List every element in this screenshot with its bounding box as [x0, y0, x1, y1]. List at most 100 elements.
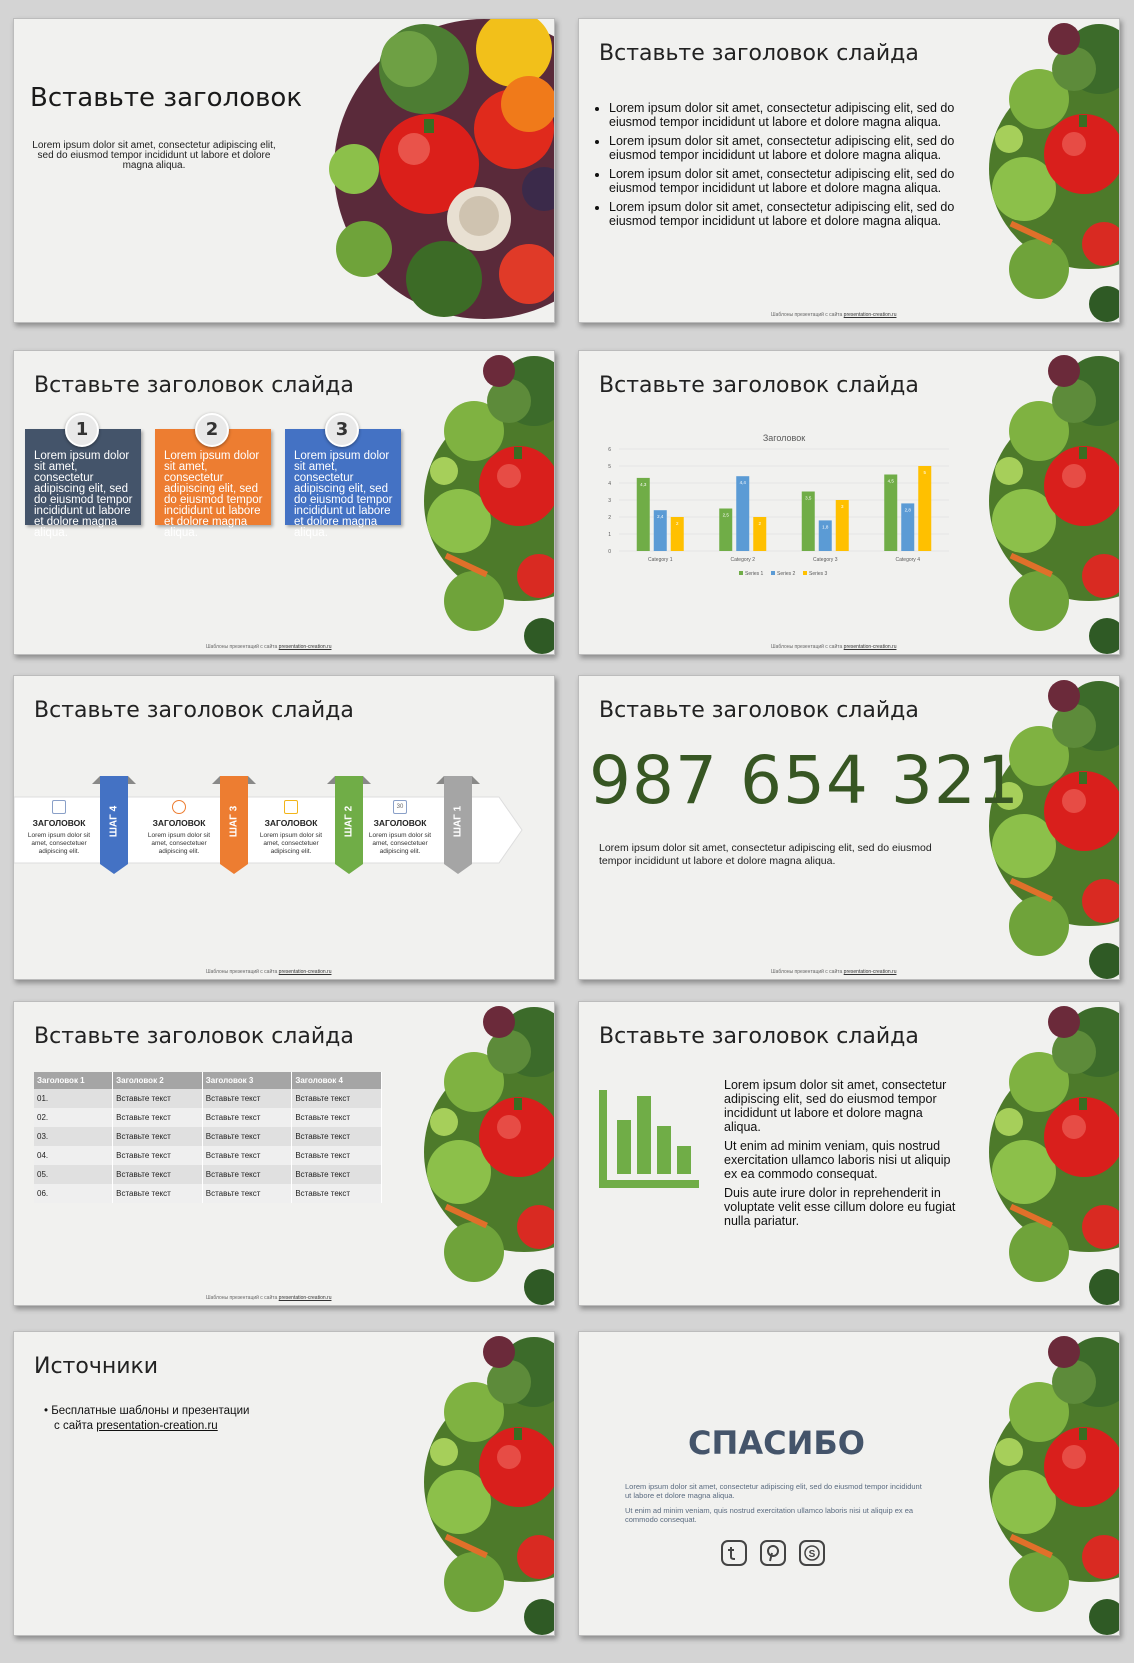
legend-label: Series 1 [745, 571, 764, 577]
legend-swatch [739, 571, 743, 575]
legend-swatch [771, 571, 775, 575]
slide-heading: Вставьте заголовок слайда [599, 373, 919, 398]
slide-chart[interactable]: Вставьте заголовок слайда Заголовок 0 1 2 3 4… [578, 350, 1120, 655]
big-number: 987 654 321 [589, 742, 1020, 819]
slide-title-heading: Вставьте заголовок [30, 83, 303, 113]
vegetables-image [414, 1002, 554, 1305]
table-cell: Вставьте текст [112, 1127, 203, 1146]
footer-text: Шаблоны презентаций с сайта [771, 312, 844, 318]
table-cell: Вставьте текст [291, 1165, 382, 1184]
table-cell: Вставьте текст [202, 1184, 293, 1203]
step-caption: ЗАГОЛОВОК [32, 818, 86, 828]
chart-bar [670, 517, 684, 551]
footer-link[interactable]: presentation-creation.ru [278, 644, 332, 650]
slide-steps[interactable]: Вставьте заголовок слайда ШАГ 4 ЗАГОЛОВОК… [13, 675, 555, 980]
bar-data-label: 2 [676, 521, 679, 526]
twitter-icon[interactable] [721, 1540, 747, 1566]
chart-bar [884, 474, 898, 551]
box-text: Lorem ipsum dolor sit amet, consectetur … [34, 450, 133, 539]
bullet-list: Lorem ipsum dolor sit amet, consectetur … [599, 101, 961, 233]
bar-chart-icon [599, 1090, 699, 1188]
step-banner [212, 776, 256, 874]
table-cell: Вставьте текст [202, 1127, 293, 1146]
bullet-item: Lorem ipsum dolor sit amet, consectetur … [609, 167, 961, 195]
table-header: Заголовок 1 [34, 1072, 114, 1089]
footer: Шаблоны презентаций с сайта presentation… [771, 312, 896, 318]
step-label: ШАГ 4 [108, 805, 120, 838]
table-cell: Вставьте текст [291, 1089, 382, 1108]
slide-sources[interactable]: Источники • Бесплатные шаблоны и презент… [13, 1331, 555, 1636]
chart-bar [719, 508, 733, 551]
y-tick-label: 2 [608, 515, 611, 521]
footer-link[interactable]: presentation-creation.ru [843, 969, 897, 975]
icon-paragraphs: Lorem ipsum dolor sit amet, consectetur … [724, 1078, 959, 1233]
step-description: Lorem ipsum dolor sit amet, consectetuer… [368, 832, 432, 855]
step-description: Lorem ipsum dolor sit amet, consectetuer… [259, 832, 323, 855]
chart-bar [753, 517, 767, 551]
box-2: 2 Lorem ipsum dolor sit amet, consectetu… [155, 413, 271, 539]
x-tick-label: Category 4 [896, 557, 921, 563]
chart-bar [636, 477, 650, 551]
slide-number[interactable]: Вставьте заголовок слайда 987 654 321 Lo… [578, 675, 1120, 980]
slide-table[interactable]: Вставьте заголовок слайда Заголовок 1 За… [13, 1001, 555, 1306]
bullet-item: Lorem ipsum dolor sit amet, consectetur … [609, 134, 961, 162]
vegetables-image [979, 676, 1119, 979]
footer-link[interactable]: presentation-creation.ru [278, 1295, 332, 1301]
table-row: 04. Вставьте текст Вставьте текст Вставьте … [34, 1146, 382, 1165]
slide-icon-text[interactable]: Вставьте заголовок слайда Lorem ipsum do… [578, 1001, 1120, 1306]
bar-data-label: 3 [841, 504, 844, 509]
bar-data-label: 2 [758, 521, 761, 526]
footer-text: Шаблоны презентаций с сайта [771, 644, 844, 650]
source-link[interactable]: presentation-creation.ru [96, 1420, 218, 1432]
bar-data-label: 4,3 [640, 482, 647, 487]
table-cell: 06. [34, 1184, 114, 1203]
table-row: 02. Вставьте текст Вставьте текст Вставьте … [34, 1108, 382, 1127]
footer-link[interactable]: presentation-creation.ru [843, 644, 897, 650]
step-banner [327, 776, 371, 874]
box-1: 1 Lorem ipsum dolor sit amet, consectetu… [25, 413, 141, 539]
pinterest-icon[interactable] [760, 1540, 786, 1566]
step-banner [436, 776, 480, 874]
x-tick-label: Category 1 [648, 557, 673, 563]
y-tick-label: 1 [608, 532, 611, 538]
y-tick-label: 0 [608, 549, 611, 555]
box-3: 3 Lorem ipsum dolor sit amet, consectetu… [285, 413, 401, 539]
box-number: 2 [195, 413, 229, 447]
paragraph: Lorem ipsum dolor sit amet, consectetur … [724, 1078, 947, 1134]
step-label: ШАГ 3 [228, 805, 240, 838]
footer-text: Шаблоны презентаций с сайта [771, 969, 844, 975]
document-icon [52, 800, 66, 814]
footer: Шаблоны презентаций с сайта presentation… [771, 644, 896, 650]
table-row: 06. Вставьте текст Вставьте текст Вставьте … [34, 1184, 382, 1203]
slide-thanks[interactable]: СПАСИБО Lorem ipsum dolor sit amet, cons… [578, 1331, 1120, 1636]
slide-title-subtitle: Lorem ipsum dolor sit amet, consectetur … [32, 140, 276, 171]
step-label: ШАГ 1 [452, 805, 464, 838]
table-cell: 05. [34, 1165, 114, 1184]
slide-heading: Источники [34, 1354, 159, 1379]
bar-data-label: 2,4 [657, 514, 664, 519]
footer-text: Шаблоны презентаций с сайта [206, 1295, 279, 1301]
table-cell: Вставьте текст [291, 1184, 382, 1203]
footer-text: Шаблоны презентаций с сайта [206, 644, 279, 650]
table-cell: 01. [34, 1089, 114, 1108]
x-tick-label: Category 2 [731, 557, 756, 563]
chart-bar [818, 520, 832, 551]
bullet-item: Lorem ipsum dolor sit amet, consectetur … [609, 200, 961, 228]
table-cell: Вставьте текст [202, 1108, 293, 1127]
table-cell: 03. [34, 1127, 114, 1146]
bar-chart: Заголовок 0 1 2 3 4 5 6 4,3 2,4 2 Category 1 2,5 4,4 2… [608, 433, 949, 577]
vegetables-image [979, 19, 1119, 322]
slide-heading: Вставьте заголовок слайда [34, 1024, 354, 1049]
number-description: Lorem ipsum dolor sit amet, consectetur … [599, 842, 932, 867]
footer: Шаблоны презентаций с сайта presentation… [771, 969, 896, 975]
slide-title[interactable]: Вставьте заголовок Lorem ipsum dolor sit… [13, 18, 555, 323]
slide-boxes[interactable]: Вставьте заголовок слайда 1 Lorem ipsum … [13, 350, 555, 655]
footer: Шаблоны презентаций с сайта presentation… [206, 1295, 331, 1301]
footer-link[interactable]: presentation-creation.ru [278, 969, 332, 975]
thanks-text-1: Lorem ipsum dolor sit amet, consectetur … [625, 1482, 922, 1500]
slide-bullets[interactable]: Вставьте заголовок слайда Lorem ipsum do… [578, 18, 1120, 323]
chart-bar [653, 510, 667, 551]
skype-icon[interactable]: S [799, 1540, 825, 1566]
bar-data-label: 2,5 [723, 513, 730, 518]
footer-link[interactable]: presentation-creation.ru [843, 312, 897, 318]
